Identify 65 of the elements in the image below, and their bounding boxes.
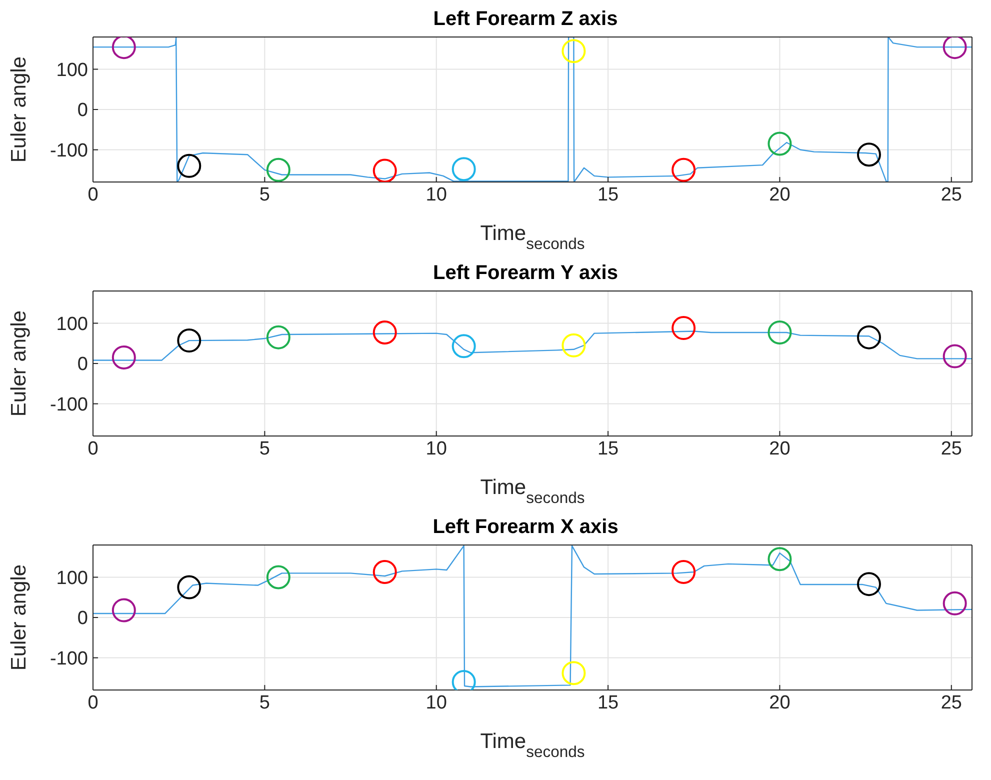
- y-axis-title: Euler angle: [7, 310, 30, 417]
- y-tick-label: 100: [56, 568, 88, 589]
- chart-title: Left Forearm Z axis: [432, 8, 619, 30]
- y-axis-title: Euler angle: [7, 564, 30, 671]
- point: [266, 565, 290, 590]
- x-tick-label: 20: [769, 438, 790, 460]
- point: [768, 547, 792, 572]
- x-tick-label: 15: [597, 692, 619, 714]
- y-tick-label: -100: [50, 140, 88, 162]
- point: [942, 37, 967, 60]
- point: [177, 575, 202, 600]
- point: [266, 158, 290, 182]
- point: [562, 661, 586, 686]
- line-series: [93, 37, 972, 182]
- x-tick-label: 10: [426, 438, 447, 460]
- point: [177, 328, 202, 353]
- point: [672, 158, 696, 182]
- point: [942, 591, 967, 616]
- point: [112, 345, 136, 370]
- x-tick-label: 25: [940, 692, 962, 714]
- x-tick-label: 25: [940, 438, 962, 460]
- x-tick-label: 5: [259, 184, 270, 206]
- y-tick-label: 100: [56, 314, 88, 335]
- line-series: [93, 545, 972, 688]
- point: [372, 560, 397, 584]
- point: [942, 344, 967, 368]
- x-axis-title: Time$_{seconds}$: [480, 222, 585, 252]
- x-tick-label: 25: [940, 184, 962, 206]
- point: [672, 316, 696, 340]
- point: [856, 325, 881, 350]
- y-tick-label: 100: [56, 60, 88, 81]
- point: [768, 320, 792, 344]
- point: [562, 39, 586, 64]
- chart-title: Left Forearm X axis: [432, 516, 620, 538]
- point: [372, 158, 397, 182]
- point: [266, 325, 290, 350]
- x-axis-title: Time$_{seconds}$: [480, 476, 585, 506]
- point: [112, 37, 136, 60]
- point: [452, 334, 476, 358]
- point: [372, 320, 397, 344]
- x-tick-label: 15: [597, 184, 619, 206]
- y-tick-label: -100: [50, 394, 88, 416]
- line-series: [93, 330, 972, 361]
- y-axis-title: Euler angle: [7, 56, 30, 163]
- point: [452, 157, 476, 182]
- point: [177, 154, 202, 178]
- y-tick-label: -100: [50, 648, 88, 670]
- point: [768, 132, 792, 156]
- y-tick-label: 0: [77, 354, 88, 376]
- x-axis-title: Time$_{seconds}$: [480, 730, 585, 760]
- x-tick-label: 15: [597, 438, 619, 460]
- point: [562, 333, 586, 358]
- chart-title: Left Forearm Y axis: [432, 262, 619, 284]
- y-tick-label: 0: [77, 608, 88, 630]
- x-tick-label: 5: [259, 438, 270, 460]
- point: [672, 560, 696, 584]
- x-tick-label: 5: [259, 692, 270, 714]
- point: [112, 598, 136, 622]
- point: [856, 142, 881, 167]
- x-tick-label: 20: [769, 184, 790, 206]
- point: [856, 572, 881, 596]
- x-tick-label: 10: [426, 692, 447, 714]
- x-tick-label: 20: [769, 692, 790, 714]
- y-tick-label: 0: [77, 100, 88, 122]
- x-tick-label: 10: [426, 184, 447, 206]
